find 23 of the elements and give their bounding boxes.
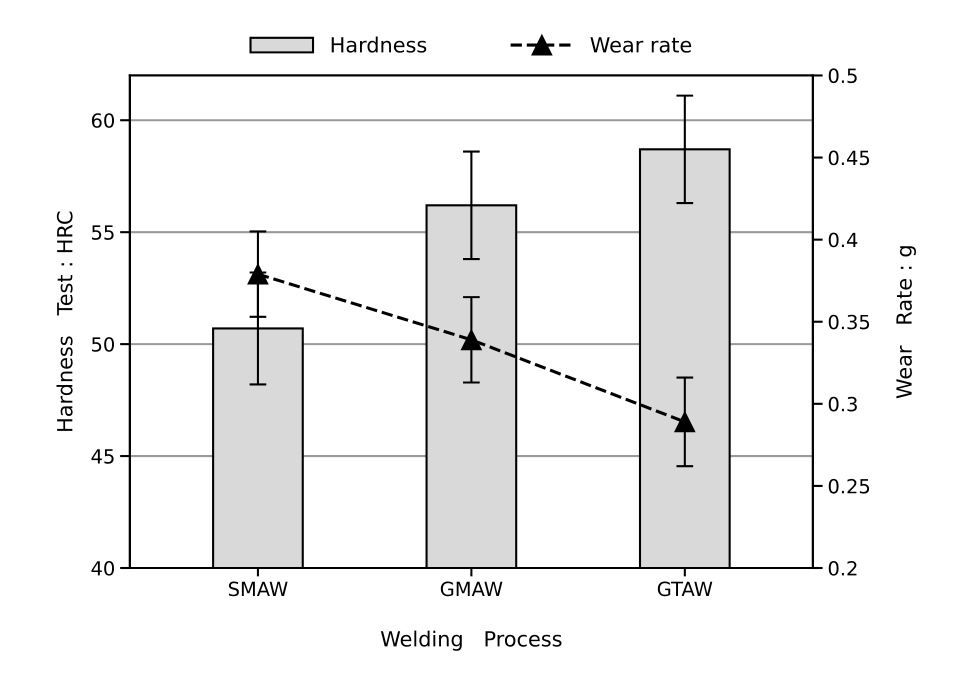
x-tick-label: GTAW bbox=[658, 582, 712, 596]
y-tick-label: 50 bbox=[92, 337, 114, 352]
y-tick-label: 55 bbox=[92, 225, 114, 240]
y2-tick-label: 0.3 bbox=[828, 396, 857, 412]
y-tick-label: 40 bbox=[91, 560, 114, 576]
y2-tick-label: 0.35 bbox=[828, 314, 870, 330]
point bbox=[460, 329, 482, 350]
legend-label: Hardness bbox=[332, 36, 426, 53]
x-tick-label: GMAW bbox=[440, 582, 502, 596]
y2-tick-label: 0.2 bbox=[828, 560, 856, 576]
y2-tick-label: 0.45 bbox=[828, 150, 870, 166]
x-tick-label: SMAW bbox=[228, 582, 288, 596]
y2-axis-title: Wear Rate : g bbox=[896, 246, 916, 398]
y-axis-title: Hardness Test : HRC bbox=[56, 212, 73, 431]
y-tick-label: 60 bbox=[92, 113, 114, 128]
point bbox=[248, 264, 268, 285]
y-tick-label: 45 bbox=[91, 449, 114, 464]
y2-tick-label: 0.5 bbox=[828, 68, 857, 84]
legend-label: Wear rate bbox=[590, 37, 692, 53]
y2-tick-label: 0.25 bbox=[828, 478, 870, 494]
x-axis-title: Welding Process bbox=[380, 630, 562, 651]
point bbox=[674, 411, 696, 432]
y2-tick-label: 0.4 bbox=[828, 232, 858, 248]
